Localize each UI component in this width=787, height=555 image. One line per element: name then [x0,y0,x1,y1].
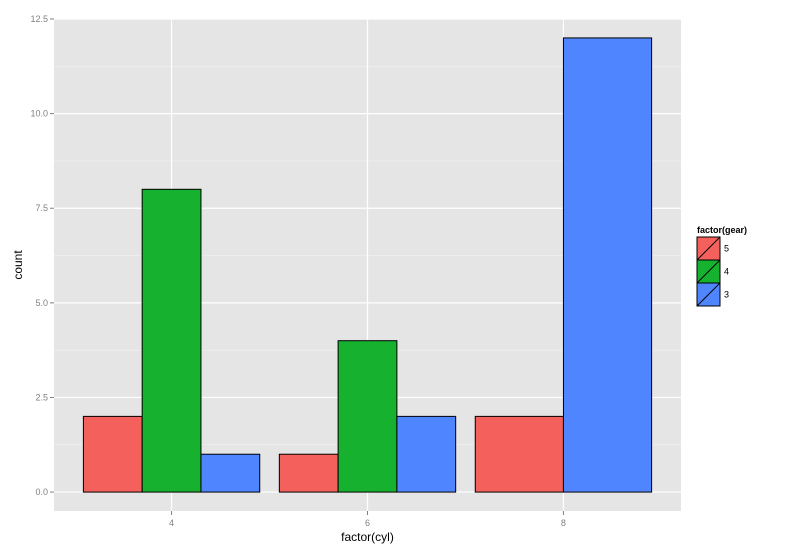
legend-key-slash [696,282,721,307]
bar-cyl6-gear4 [337,340,398,493]
bar-cyl4-gear3 [200,453,261,493]
x-axis-title: factor(cyl) [341,530,394,544]
bar-cyl6-gear5 [278,453,339,493]
bar-cyl4-gear4 [141,188,202,493]
y-tick-label: 10.0 [30,109,48,119]
y-tick-label: 5.0 [35,298,48,308]
bars [82,37,653,493]
x-tick-label: 6 [365,518,370,528]
legend-label-4: 4 [724,267,729,277]
x-tick-label: 4 [169,518,174,528]
y-tick-label: 2.5 [35,392,48,402]
x-axis: 4 6 8 [169,511,566,528]
y-tick-label: 7.5 [35,203,48,213]
bar-cyl6-gear3 [396,415,457,493]
y-axis-title: count [11,250,25,280]
y-axis: 0.0 2.5 5.0 7.5 10.0 12.5 [30,14,54,497]
bar-cyl8-gear5 [474,415,564,493]
legend-key-slash [696,236,721,261]
legend-key-slash [696,259,721,284]
legend: factor(gear) 5 4 3 [696,225,747,307]
legend-label-5: 5 [724,244,729,254]
bar-cyl8-gear3 [562,37,653,493]
bar-cyl4-gear5 [82,415,143,493]
y-tick-label: 12.5 [30,14,48,24]
legend-label-3: 3 [724,290,729,300]
legend-title: factor(gear) [697,225,747,235]
y-tick-label: 0.0 [35,487,48,497]
x-tick-label: 8 [561,518,566,528]
